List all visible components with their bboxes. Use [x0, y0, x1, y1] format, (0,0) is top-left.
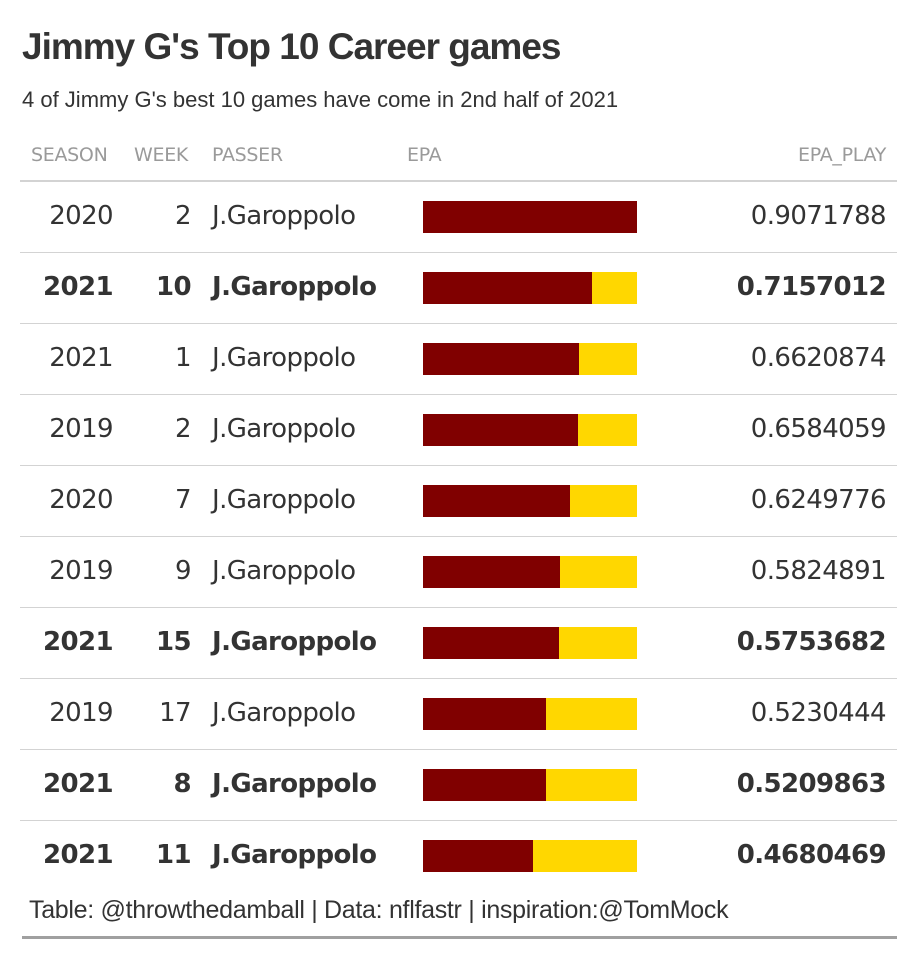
passer-cell: J.Garoppolo — [212, 556, 356, 586]
passer-cell: J.Garoppolo — [212, 414, 356, 444]
season-cell: 2020 — [49, 485, 113, 515]
epa-bar-track — [423, 556, 637, 588]
column-header-passer: PASSER — [212, 144, 283, 166]
table-body: 2020 2 J.Garoppolo 0.9071788 2021 10 J.Garoppo… — [20, 182, 897, 891]
season-cell: 2019 — [49, 414, 113, 444]
season-cell: 2020 — [49, 201, 113, 231]
season-cell: 2021 — [43, 627, 114, 657]
week-cell: 17 — [159, 698, 191, 728]
epa-bar-track — [423, 343, 637, 375]
epa-bar-track — [423, 414, 637, 446]
epa-play-cell: 0.4680469 — [736, 840, 887, 870]
epa-bar — [423, 343, 580, 375]
column-header-week: WEEK — [134, 144, 189, 166]
passer-cell: J.Garoppolo — [212, 840, 377, 870]
table-row: 2019 17 J.Garoppolo 0.5230444 — [20, 679, 897, 750]
chart-title: Jimmy G's Top 10 Career games — [22, 26, 561, 67]
passer-cell: J.Garoppolo — [212, 769, 377, 799]
week-cell: 9 — [175, 556, 192, 586]
season-cell: 2021 — [49, 343, 113, 373]
week-cell: 10 — [156, 272, 192, 302]
epa-bar-track — [423, 272, 637, 304]
table-row: 2019 9 J.Garoppolo 0.5824891 — [20, 537, 897, 608]
passer-cell: J.Garoppolo — [212, 272, 377, 302]
week-cell: 2 — [175, 201, 192, 231]
epa-bar-track — [423, 698, 637, 730]
epa-bar-track — [423, 485, 637, 517]
epa-play-cell: 0.6620874 — [750, 343, 887, 373]
table-row: 2021 15 J.Garoppolo 0.5753682 — [20, 608, 897, 679]
epa-play-cell: 0.5824891 — [750, 556, 887, 586]
epa-play-cell: 0.9071788 — [750, 201, 887, 231]
table-row: 2019 2 J.Garoppolo 0.6584059 — [20, 395, 897, 466]
epa-bar — [423, 627, 559, 659]
season-cell: 2019 — [49, 556, 113, 586]
table-header: SEASON WEEK PASSER EPA EPA_PLAY — [20, 136, 897, 182]
epa-bar — [423, 414, 579, 446]
epa-play-cell: 0.6249776 — [750, 485, 887, 515]
week-cell: 8 — [173, 769, 192, 799]
season-cell: 2019 — [49, 698, 113, 728]
table-row: 2021 10 J.Garoppolo 0.7157012 — [20, 253, 897, 324]
table-row: 2020 2 J.Garoppolo 0.9071788 — [20, 182, 897, 253]
epa-bar — [423, 769, 546, 801]
table-row: 2020 7 J.Garoppolo 0.6249776 — [20, 466, 897, 537]
epa-bar — [423, 556, 561, 588]
epa-play-cell: 0.5209863 — [736, 769, 887, 799]
column-header-epa-play: EPA_PLAY — [798, 144, 886, 166]
passer-cell: J.Garoppolo — [212, 485, 356, 515]
epa-bar — [423, 485, 571, 517]
week-cell: 11 — [156, 840, 192, 870]
season-cell: 2021 — [43, 769, 114, 799]
epa-bar — [423, 840, 534, 872]
passer-cell: J.Garoppolo — [212, 343, 356, 373]
season-cell: 2021 — [43, 272, 114, 302]
epa-play-cell: 0.7157012 — [736, 272, 887, 302]
epa-bar-track — [423, 201, 637, 233]
week-cell: 7 — [175, 485, 192, 515]
data-table: SEASON WEEK PASSER EPA EPA_PLAY 2020 2 J.G… — [20, 136, 897, 891]
epa-bar-track — [423, 840, 637, 872]
column-header-season: SEASON — [31, 144, 108, 166]
epa-play-cell: 0.5753682 — [736, 627, 887, 657]
table-footer: Table: @throwthedamball | Data: nflfastr… — [22, 880, 897, 939]
week-cell: 2 — [175, 414, 192, 444]
season-cell: 2021 — [43, 840, 114, 870]
passer-cell: J.Garoppolo — [212, 201, 356, 231]
column-header-epa: EPA — [407, 144, 442, 166]
epa-bar-track — [423, 769, 637, 801]
chart-subtitle: 4 of Jimmy G's best 10 games have come i… — [22, 87, 619, 112]
passer-cell: J.Garoppolo — [212, 627, 377, 657]
table-row: 2021 11 J.Garoppolo 0.4680469 — [20, 821, 897, 891]
week-cell: 1 — [175, 343, 192, 373]
epa-play-cell: 0.5230444 — [750, 698, 887, 728]
source-note: Table: @throwthedamball | Data: nflfastr… — [29, 896, 729, 924]
epa-bar — [423, 201, 637, 233]
epa-play-cell: 0.6584059 — [750, 414, 887, 444]
passer-cell: J.Garoppolo — [212, 698, 356, 728]
table-row: 2021 1 J.Garoppolo 0.6620874 — [20, 324, 897, 395]
week-cell: 15 — [156, 627, 192, 657]
table-row: 2021 8 J.Garoppolo 0.5209863 — [20, 750, 897, 821]
epa-bar — [423, 272, 592, 304]
epa-bar — [423, 698, 547, 730]
epa-bar-track — [423, 627, 637, 659]
